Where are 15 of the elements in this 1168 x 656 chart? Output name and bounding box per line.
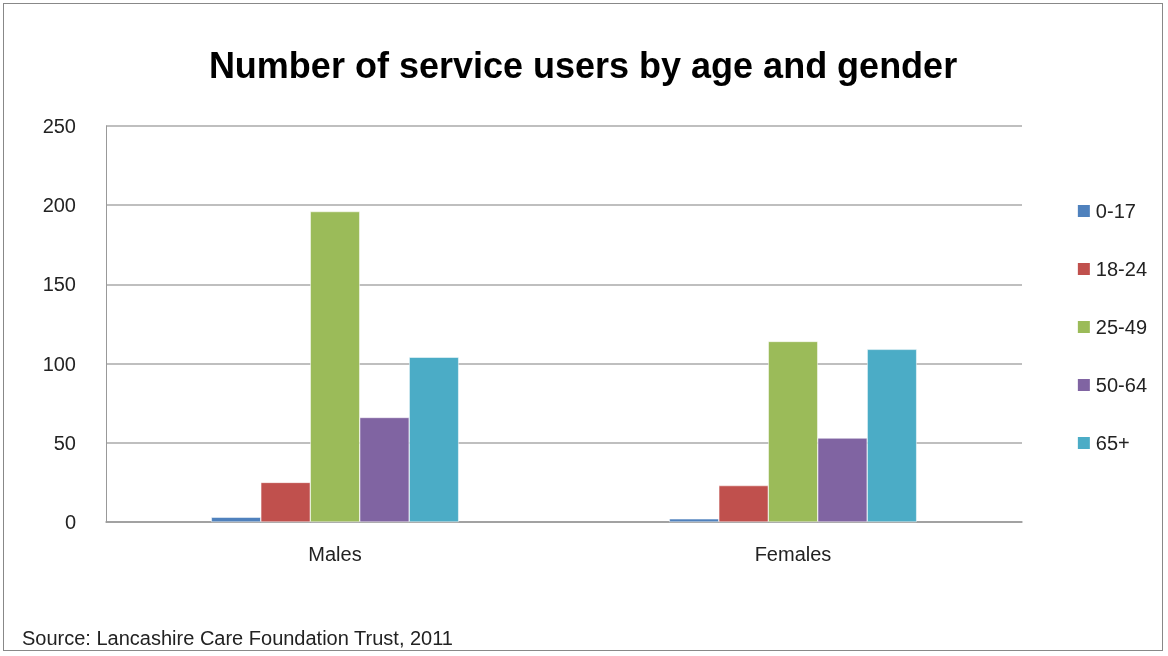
y-tick-label: 50 — [53, 431, 76, 454]
y-tick-label: 250 — [42, 115, 76, 137]
y-tick-label: 100 — [42, 352, 76, 375]
legend-label: 65+ — [1095, 432, 1130, 454]
chart-title: Number of service users by age and gender — [208, 44, 958, 86]
y-tick-label: 150 — [42, 273, 76, 296]
x-tick-label: Males — [308, 543, 362, 565]
legend-label: 18-24 — [1095, 258, 1147, 280]
legend-label: 50-64 — [1095, 374, 1147, 396]
x-tick-label: Females — [754, 543, 832, 565]
y-tick-label: 0 — [64, 511, 76, 533]
y-tick-label: 200 — [42, 194, 76, 217]
source-note: Source: Lancashire Care Foundation Trust, 2011 — [22, 627, 453, 649]
legend-label: 0-17 — [1095, 200, 1136, 222]
legend-label: 25-49 — [1095, 316, 1147, 338]
